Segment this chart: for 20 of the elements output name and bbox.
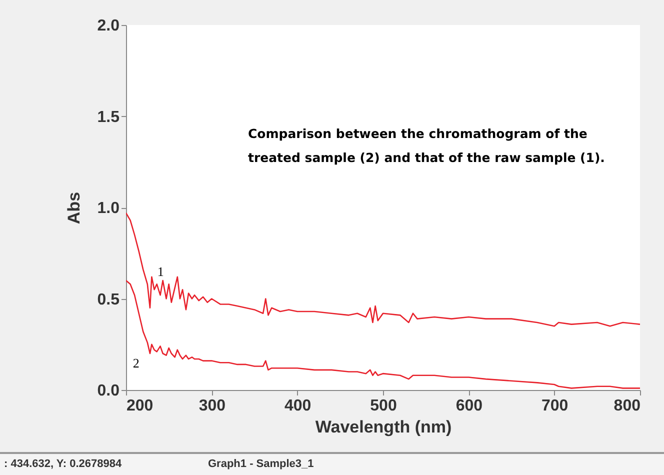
caption: Graph1 - Sample3_1: [208, 458, 314, 470]
x-tick-label: 600: [456, 398, 483, 414]
y-tick-label: 0.0: [97, 382, 120, 400]
annotation: Comparison between the chromathogram of the treated sample (2) and that of the raw sample (1).: [248, 126, 605, 165]
line-series: [126, 212, 640, 327]
x-tick-label: 300: [198, 398, 226, 414]
x-tick-label: 500: [370, 398, 397, 414]
y-tick-label: 2.0: [97, 18, 120, 34]
x-tick-label: 800: [614, 398, 641, 414]
x-tick-label: 200: [126, 398, 154, 414]
x-tick-label: 700: [541, 398, 568, 414]
y-tick-label: 1.0: [97, 200, 120, 217]
series-label: 2: [132, 355, 140, 370]
series-label: 1: [157, 264, 164, 280]
y-axis-title: Abs: [64, 192, 84, 224]
y-tick-label: 1.5: [97, 108, 120, 126]
y-tick-label: 0.5: [97, 291, 120, 308]
x-tick-label: 400: [284, 398, 312, 414]
x-axis-title: Wavelength (nm): [315, 418, 452, 436]
text: : 434.632, Y: 0.2678984: [4, 458, 122, 470]
